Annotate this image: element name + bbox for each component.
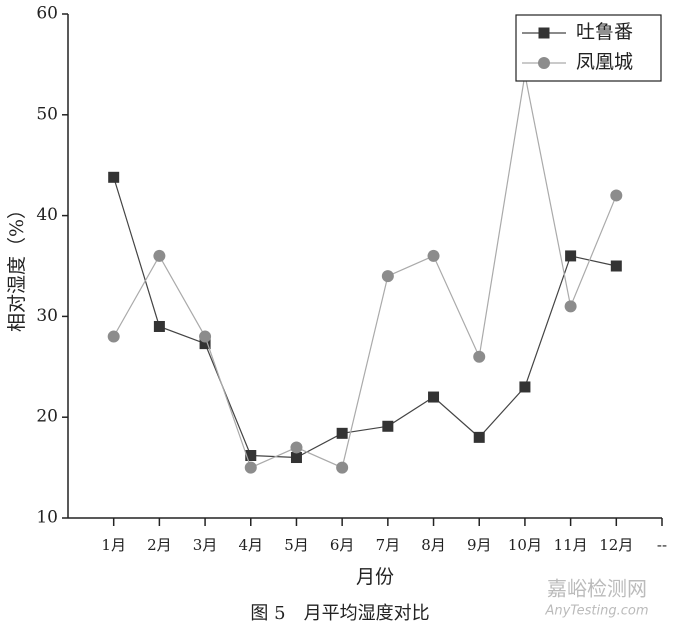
legend-label: 吐鲁番 [576, 21, 633, 43]
x-tick-label: 10月 [508, 536, 542, 554]
marker [108, 171, 120, 183]
x-tick-label: 7月 [376, 536, 401, 554]
marker [290, 452, 302, 464]
marker [199, 338, 211, 350]
marker [427, 249, 440, 262]
marker [610, 189, 623, 202]
x-tick-label: 3月 [193, 536, 218, 554]
x-tick-label: 6月 [330, 536, 355, 554]
marker [473, 431, 485, 443]
y-tick-label: 30 [36, 306, 58, 326]
x-tick-label: 2月 [147, 536, 172, 554]
x-tick-label: 11月 [554, 536, 588, 554]
y-tick-label: 50 [36, 104, 58, 124]
y-tick-label: 60 [36, 4, 58, 24]
legend-marker [538, 57, 550, 69]
marker [610, 260, 622, 272]
marker [153, 249, 166, 262]
marker [290, 441, 303, 454]
marker [428, 391, 440, 403]
x-axis-label: 月份 [356, 566, 394, 588]
x-tick-label: 4月 [238, 536, 263, 554]
series-line [113, 177, 617, 459]
legend-label: 凤凰城 [576, 51, 633, 73]
marker [199, 330, 212, 343]
watermark: AnyTesting.com [544, 604, 648, 619]
marker [244, 461, 257, 474]
marker [473, 350, 486, 363]
marker [336, 427, 348, 439]
x-tick-label: 1月 [101, 536, 126, 554]
watermark: 嘉峪检测网 [547, 577, 647, 601]
x-tick-label: -- [657, 536, 667, 554]
y-tick-label: 10 [36, 508, 58, 528]
series-line [113, 74, 617, 469]
y-tick-label: 20 [36, 407, 58, 427]
marker [382, 420, 394, 432]
caption: 图 5 月平均湿度对比 [250, 603, 429, 624]
x-tick-label: 5月 [284, 536, 309, 554]
y-axis-label: 相对湿度（%） [6, 200, 28, 332]
marker [381, 270, 394, 283]
y-tick-label: 40 [36, 205, 58, 225]
marker [153, 320, 165, 332]
marker [107, 330, 120, 343]
marker [245, 450, 257, 462]
legend-marker [538, 27, 550, 39]
x-tick-label: 12月 [599, 536, 633, 554]
marker [565, 250, 577, 262]
x-tick-label: 8月 [421, 536, 446, 554]
marker [519, 381, 531, 393]
x-tick-label: 9月 [467, 536, 492, 554]
marker [564, 300, 577, 313]
marker [336, 461, 349, 474]
legend-box [515, 14, 662, 82]
